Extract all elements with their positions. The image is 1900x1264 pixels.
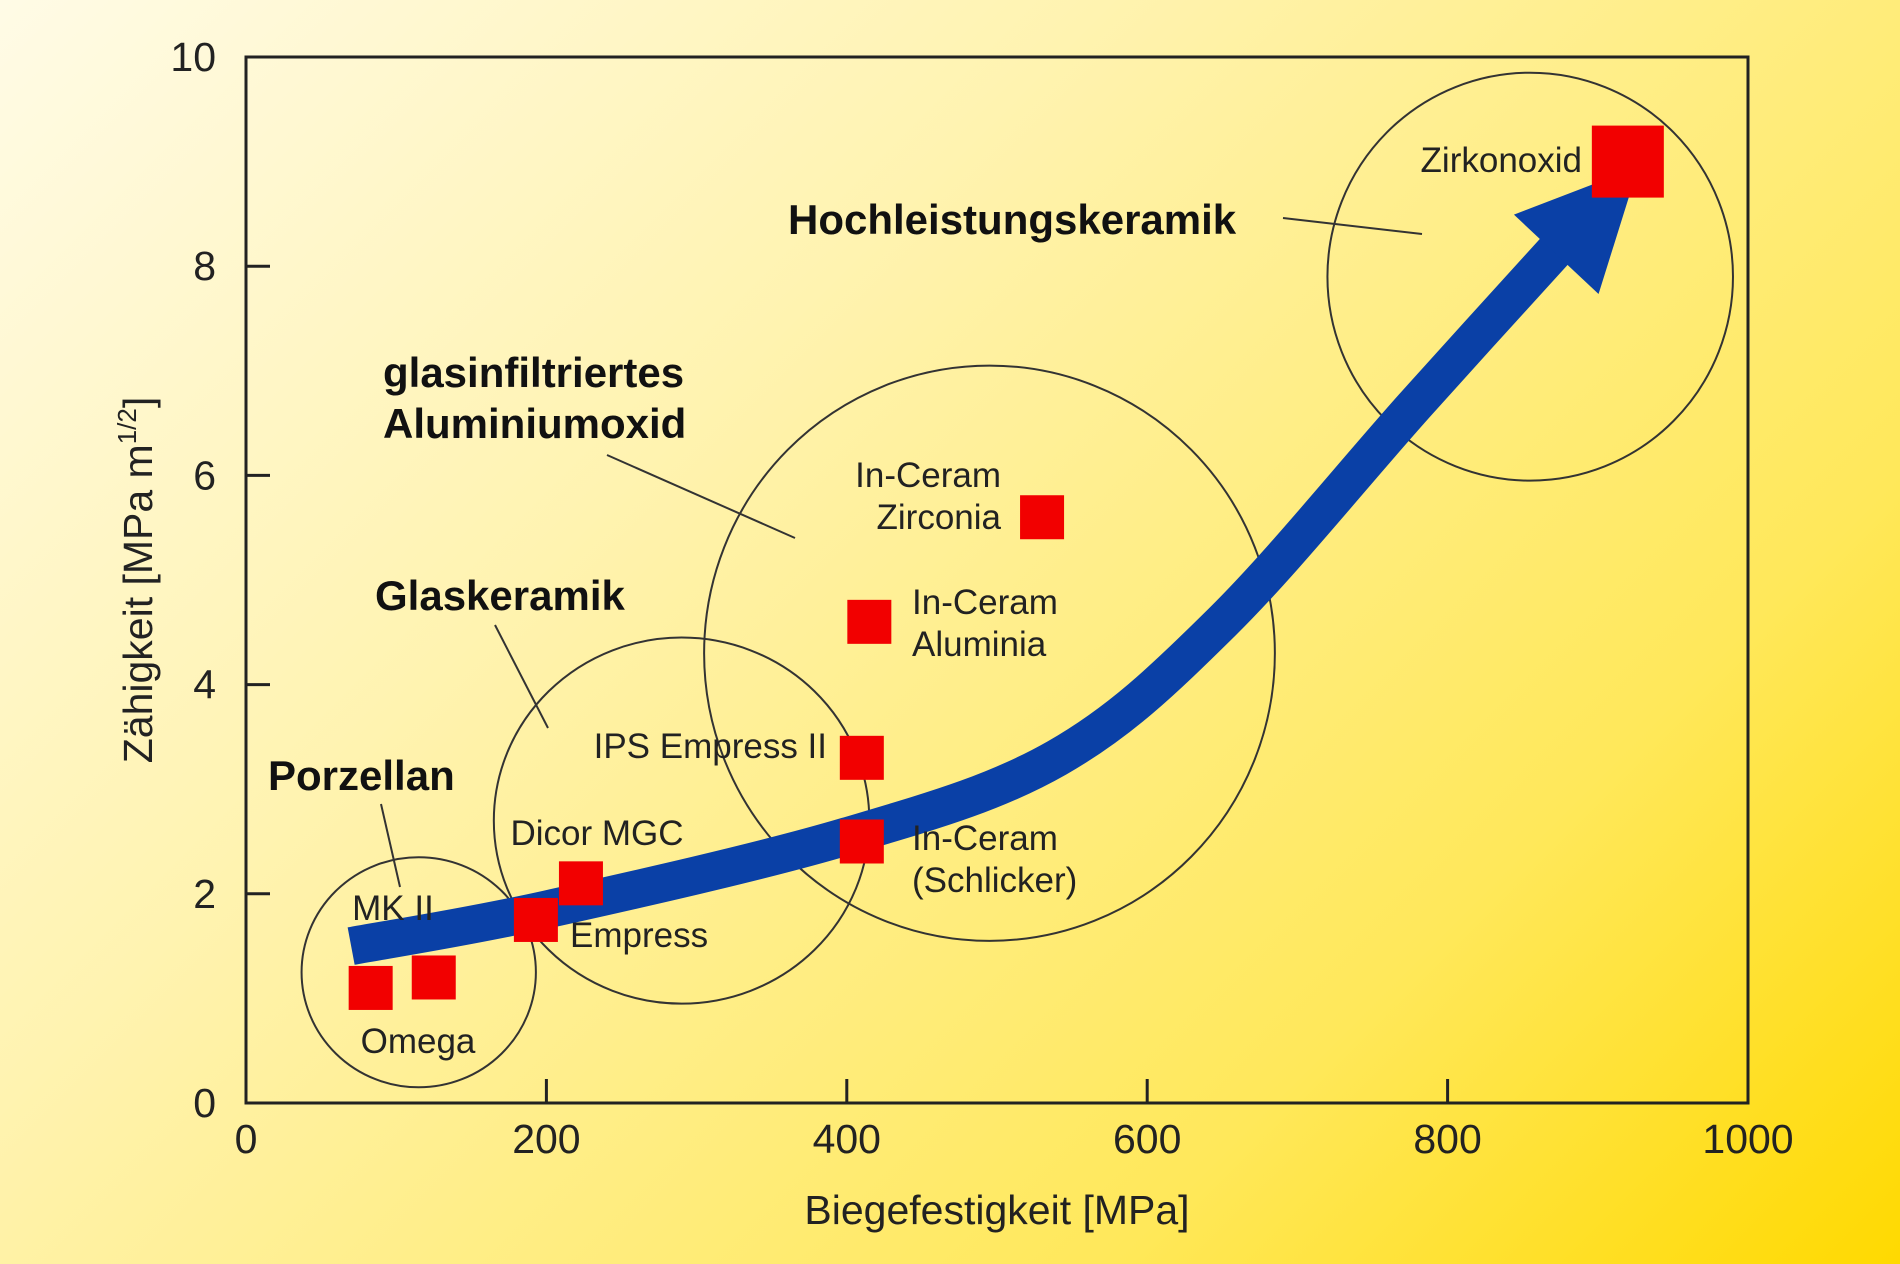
x-tick-label-0: 0 xyxy=(235,1116,258,1162)
leader-line-glasinfiltriertes xyxy=(606,454,796,539)
y-tick-label-0: 0 xyxy=(193,1080,216,1126)
y-axis-label: Zähigkeit [MPa m1/2] xyxy=(112,397,161,764)
x-tick-label-800: 800 xyxy=(1413,1116,1481,1162)
group-label-glasinfiltriertes-2: Aluminiumoxid xyxy=(383,400,686,447)
data-points xyxy=(348,125,1664,1010)
point-label-omega: Omega xyxy=(361,1022,476,1061)
point-label-in-ceram-aluminia-2: Aluminia xyxy=(912,625,1047,664)
axes: 0 200 400 600 800 1000 0 2 4 6 8 10 Biegefestigkeit … xyxy=(112,34,1794,1233)
x-tick-label-600: 600 xyxy=(1113,1116,1181,1162)
point-label-ips-empress-ii: IPS Empress II xyxy=(594,727,827,766)
y-axis-label-exponent: 1/2 xyxy=(112,408,142,444)
y-tick-label-4: 4 xyxy=(193,662,216,708)
trend-arrow-head xyxy=(1513,166,1639,295)
group-circle-4 xyxy=(1326,71,1734,482)
point-label-in-ceram-zirconia-1: In-Ceram xyxy=(855,456,1001,495)
point-label-dicor-mgc: Dicor MGC xyxy=(510,814,683,853)
data-point-7 xyxy=(847,599,892,644)
y-tick-label-10: 10 xyxy=(170,34,216,80)
data-point-6 xyxy=(839,735,884,780)
point-label-in-ceram-schlicker-1: In-Ceram xyxy=(912,819,1058,858)
data-point-4 xyxy=(558,861,603,906)
annotations: Omega MK II Empress Dicor MGC IPS Empress II… xyxy=(268,141,1582,1061)
group-label-hochleistungskeramik: Hochleistungskeramik xyxy=(788,196,1237,243)
x-axis-label: Biegefestigkeit [MPa] xyxy=(804,1187,1189,1233)
x-tick-label-400: 400 xyxy=(813,1116,881,1162)
leader-line-porzellan xyxy=(380,803,401,888)
point-label-mk-ii: MK II xyxy=(352,889,434,928)
y-tick-label-6: 6 xyxy=(193,452,216,498)
y-axis-label-close: ] xyxy=(115,397,161,408)
leader-line-glaskeramik xyxy=(494,624,549,729)
group-circle-1 xyxy=(300,856,537,1089)
data-point-1 xyxy=(348,965,393,1010)
plot-frame xyxy=(244,55,1750,1105)
group-label-glasinfiltriertes-1: glasinfiltriertes xyxy=(383,349,684,396)
x-tick-label-1000: 1000 xyxy=(1702,1116,1793,1162)
data-point-2 xyxy=(411,955,456,1000)
data-point-3 xyxy=(513,897,558,942)
leader-line-hochleistungskeramik xyxy=(1282,217,1423,235)
point-label-in-ceram-schlicker-2: (Schlicker) xyxy=(912,861,1077,900)
group-label-glaskeramik: Glaskeramik xyxy=(375,572,625,619)
point-label-empress: Empress xyxy=(570,916,708,955)
y-tick-label-8: 8 xyxy=(193,243,216,289)
group-circle-3 xyxy=(703,364,1276,942)
point-label-in-ceram-aluminia-1: In-Ceram xyxy=(912,583,1058,622)
data-point-9 xyxy=(1591,125,1664,198)
data-point-8 xyxy=(1020,495,1065,540)
data-point-5 xyxy=(839,819,884,864)
point-label-zirkonoxid: Zirkonoxid xyxy=(1421,141,1582,180)
x-tick-label-200: 200 xyxy=(512,1116,580,1162)
y-tick-label-2: 2 xyxy=(193,871,216,917)
group-label-porzellan: Porzellan xyxy=(268,752,455,799)
point-label-in-ceram-zirconia-2: Zirconia xyxy=(877,498,1002,537)
group-circles xyxy=(300,71,1734,1089)
